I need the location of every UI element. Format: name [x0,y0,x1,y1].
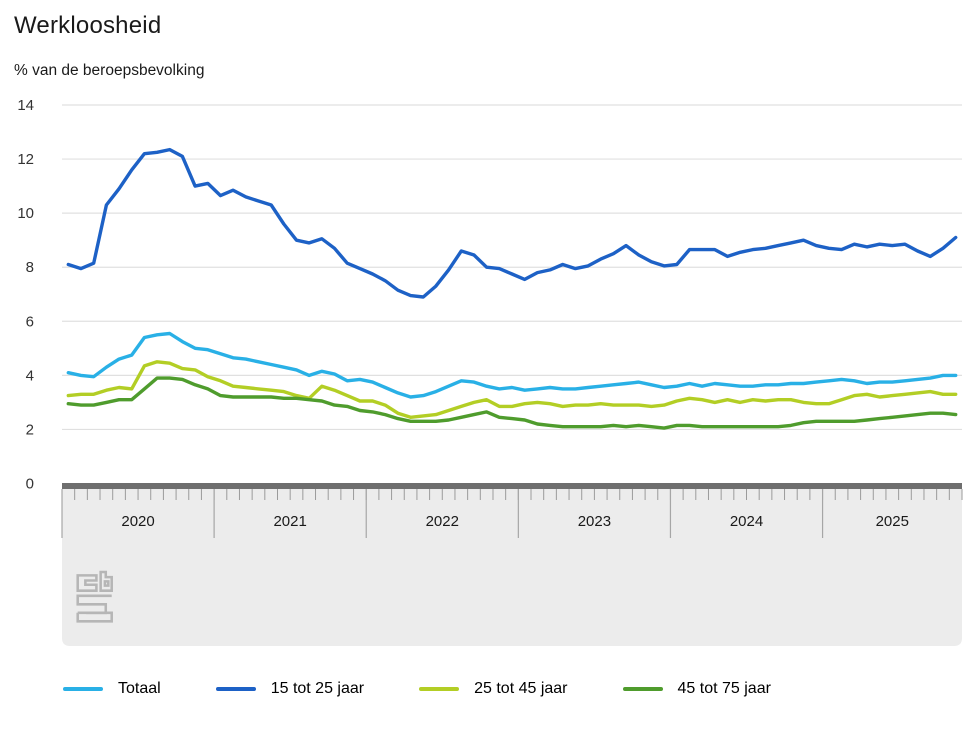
svg-text:14: 14 [17,97,34,114]
legend-swatch-totaal [63,687,103,691]
svg-text:2021: 2021 [273,513,306,530]
cbs-logo-icon [76,570,113,623]
svg-text:2024: 2024 [730,513,763,530]
svg-text:0: 0 [26,476,34,493]
svg-text:2020: 2020 [121,513,154,530]
svg-text:2022: 2022 [426,513,459,530]
legend-label: 15 tot 25 jaar [270,680,365,697]
svg-text:2023: 2023 [578,513,611,530]
y-axis-tick-labels: 0 2 4 6 8 10 12 14 [17,97,34,493]
legend-item-25-45[interactable]: 25 tot 45 jaar [419,680,568,698]
legend-item-45-75[interactable]: 45 tot 75 jaar [622,680,771,698]
svg-text:8: 8 [26,259,34,276]
legend-swatch-45-75 [622,687,663,691]
svg-text:6: 6 [26,313,34,330]
series-lines [66,147,958,430]
legend-label: 45 tot 75 jaar [677,680,771,697]
legend-swatch-15-25 [215,687,256,691]
svg-text:12: 12 [17,151,34,168]
x-axis-year-labels: 2020 2021 2022 2023 2024 2025 [121,513,909,530]
legend-item-totaal[interactable]: Totaal [63,680,161,698]
legend-label: 25 tot 45 jaar [474,680,568,697]
legend-label: Totaal [118,680,161,697]
svg-text:10: 10 [17,205,34,222]
svg-text:4: 4 [26,367,34,384]
x-axis-month-ticks [61,489,963,538]
gridlines [62,104,962,431]
legend-swatch-25-45 [419,687,460,691]
svg-text:2025: 2025 [876,513,909,530]
x-axis-slider[interactable] [62,483,962,646]
svg-text:2: 2 [26,421,34,438]
page-title: Werkloosheid [14,12,162,39]
legend: Totaal 15 tot 25 jaar 25 tot 45 jaar 45 … [63,680,771,698]
legend-item-15-25[interactable]: 15 tot 25 jaar [215,680,365,698]
y-axis-unit-label: % van de beroepsbevolking [14,62,205,79]
unemployment-line-chart[interactable]: 0 2 4 6 8 10 12 14 2020 2021 2022 2023 2024 2025 [0,0,978,660]
